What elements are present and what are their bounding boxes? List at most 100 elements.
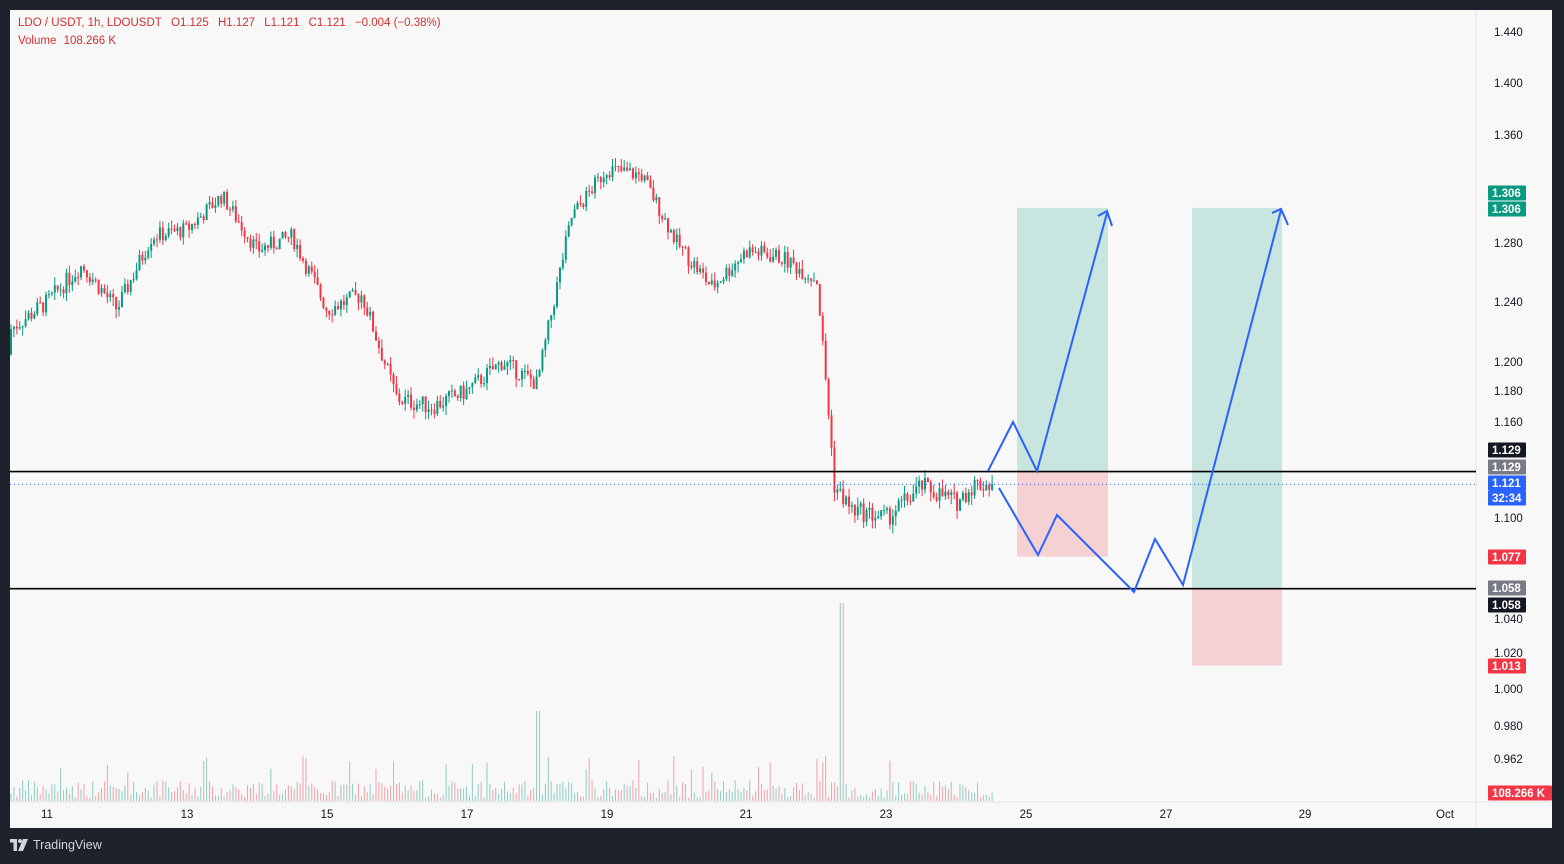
candle	[261, 243, 264, 253]
candle	[427, 400, 430, 420]
volume-bar	[430, 789, 432, 801]
volume-bar	[594, 787, 596, 801]
volume-bar	[390, 785, 392, 801]
candle	[944, 484, 947, 500]
candle	[599, 176, 602, 190]
volume-bar	[355, 794, 357, 801]
volume-bar	[33, 781, 35, 801]
volume-bar	[457, 788, 459, 801]
chart-pane[interactable]: 1.440 1.400 1.360 1.280 1.240 1.200 1.180 1.160…	[10, 10, 1552, 828]
price-chart[interactable]: 1.440 1.400 1.360 1.280 1.240 1.200 1.180 1.160…	[10, 10, 1552, 828]
candle	[293, 228, 296, 252]
candle	[80, 265, 83, 281]
price-axis-tick: 1.400	[1494, 78, 1523, 90]
candle	[258, 233, 261, 258]
candle	[424, 396, 427, 420]
price-tag-label: 1.129	[1492, 462, 1521, 474]
volume-bar	[641, 796, 643, 801]
volume-bar	[737, 789, 739, 801]
volume-bar	[375, 768, 377, 801]
volume-bar	[279, 794, 281, 801]
candle	[12, 325, 15, 338]
volume-bar	[971, 792, 973, 801]
volume-bar	[609, 787, 611, 801]
volume-bar	[798, 789, 800, 801]
volume-bar	[60, 768, 62, 801]
candle	[205, 203, 208, 221]
candle	[220, 193, 223, 208]
symbol-pair[interactable]: LDO / USDT, 1h, LDOUSDT	[18, 17, 162, 29]
candle	[850, 501, 853, 513]
candle	[652, 180, 655, 202]
volume-bar	[101, 788, 103, 801]
candle	[141, 251, 144, 265]
candle	[223, 191, 226, 207]
volume-bar	[597, 796, 599, 801]
volume-bar	[241, 794, 243, 801]
volume-bar	[65, 787, 67, 801]
candle	[681, 245, 684, 256]
ohlc-open: O1.125	[171, 17, 209, 29]
volume-bar	[860, 795, 862, 801]
volume-bar	[533, 787, 535, 801]
volume-bar	[877, 796, 879, 801]
candle	[766, 247, 769, 260]
volume-bar	[746, 790, 748, 801]
volume-bar	[16, 796, 18, 801]
volume-bar	[521, 784, 523, 801]
volume-bar	[588, 758, 590, 801]
volume-bar	[693, 792, 695, 801]
volume-bar	[959, 783, 961, 801]
volume-bar	[556, 784, 558, 801]
candle	[865, 507, 868, 527]
candle	[947, 489, 950, 500]
candle	[967, 488, 970, 506]
candle	[634, 166, 637, 184]
volume-bar	[334, 781, 336, 801]
candle	[494, 363, 497, 370]
candle	[760, 241, 763, 261]
candle	[249, 234, 252, 252]
candle	[246, 237, 249, 243]
time-axis-tick: 29	[1299, 809, 1312, 821]
volume-bar	[816, 759, 818, 801]
candle	[217, 195, 220, 208]
volume-bar	[483, 797, 485, 801]
candle	[100, 284, 103, 297]
time-axis-tick: 23	[880, 809, 893, 821]
candle	[485, 363, 488, 391]
tradingview-logo[interactable]: TradingView	[10, 838, 102, 852]
volume-bar	[781, 793, 783, 801]
candle	[535, 369, 538, 390]
volume-bar	[416, 789, 418, 801]
candle	[874, 510, 877, 529]
volume-bar	[632, 780, 634, 801]
candle	[728, 263, 731, 282]
volume-bar	[912, 781, 914, 801]
candle	[883, 504, 886, 516]
candle	[62, 286, 65, 299]
candle	[410, 387, 413, 411]
candle	[982, 481, 985, 498]
volume-bar	[92, 781, 94, 801]
volume-bar	[512, 787, 514, 801]
volume-bar	[308, 785, 310, 801]
candle	[961, 490, 964, 502]
candle	[988, 482, 991, 497]
volume-bar	[229, 789, 231, 801]
volume-bar	[252, 784, 254, 801]
candle	[483, 376, 486, 388]
candle	[278, 238, 281, 250]
candle	[719, 281, 722, 284]
volume-bar	[868, 797, 870, 801]
candle	[129, 279, 132, 296]
volume-bar	[369, 784, 371, 801]
candle	[877, 510, 880, 520]
candle	[21, 325, 24, 336]
volume-bar	[755, 791, 757, 801]
candle	[690, 261, 693, 270]
candle	[564, 230, 567, 264]
volume-bar	[559, 784, 561, 801]
volume-bar	[553, 793, 555, 801]
